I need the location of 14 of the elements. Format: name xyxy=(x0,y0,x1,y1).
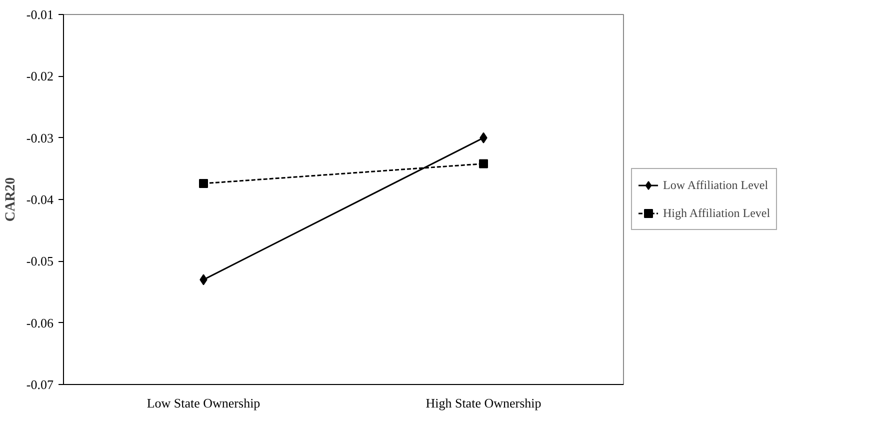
y-tick-label: -0.06 xyxy=(26,315,54,330)
point xyxy=(479,159,488,168)
y-tick-label: -0.04 xyxy=(26,192,54,207)
point xyxy=(199,178,208,188)
legend-label: Low Affiliation Level xyxy=(663,178,768,192)
y-tick-label: -0.03 xyxy=(26,130,54,146)
y-tick-label: -0.05 xyxy=(26,254,54,269)
x-tick-label: Low State Ownership xyxy=(146,396,260,410)
y-tick-label: -0.01 xyxy=(26,7,54,22)
x-tick-label: High State Ownership xyxy=(426,396,542,410)
y-tick-label: -0.07 xyxy=(26,377,54,392)
legend-label: High Affiliation Level xyxy=(663,206,770,220)
y-tick-label: -0.02 xyxy=(26,68,54,84)
y-axis-title: CAR20 xyxy=(3,177,18,222)
